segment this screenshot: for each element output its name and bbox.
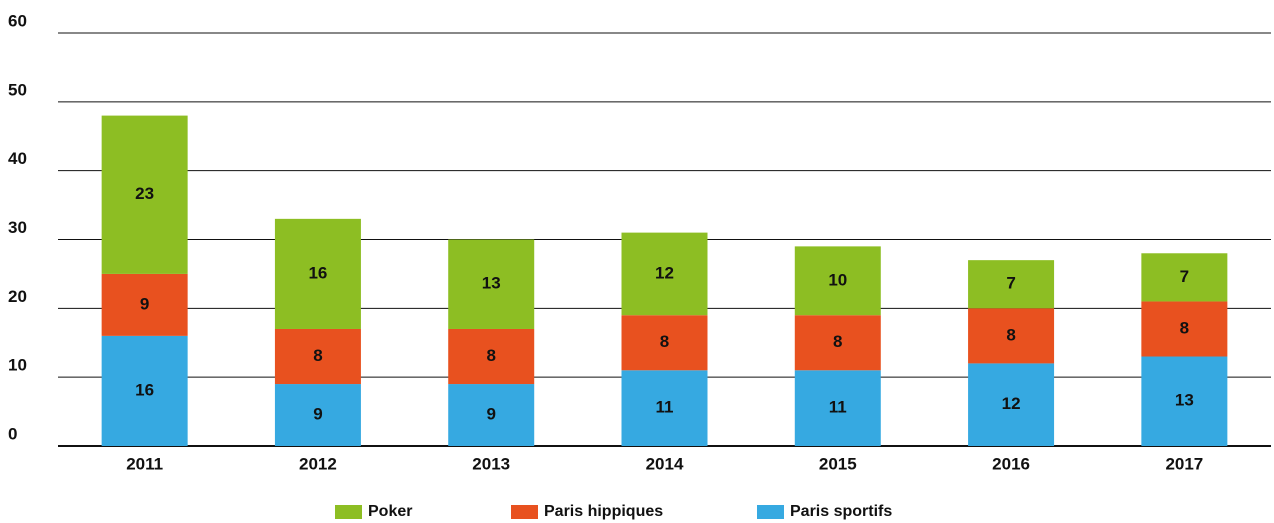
data-label: 12 <box>1002 394 1021 413</box>
data-label: 9 <box>313 405 322 424</box>
bar-segment <box>274 384 361 446</box>
y-tick-label: 0 <box>8 424 17 443</box>
data-label: 9 <box>486 405 495 424</box>
y-tick-label: 60 <box>8 11 27 30</box>
data-label: 8 <box>1180 318 1189 337</box>
bar-segment <box>274 328 361 385</box>
data-label: 7 <box>1180 267 1189 286</box>
x-tick-label: 2017 <box>1165 454 1203 473</box>
data-label: 8 <box>833 332 842 351</box>
bar-segment <box>968 308 1055 364</box>
data-label: 11 <box>829 398 847 417</box>
bar-segment <box>448 384 535 446</box>
y-tick-label: 10 <box>8 356 27 375</box>
bar-segment <box>621 315 708 371</box>
bar-segment <box>968 260 1055 309</box>
bar-segment <box>794 370 881 446</box>
legend-label: Paris sportifs <box>790 503 892 520</box>
bar-segment <box>794 246 881 316</box>
data-label: 16 <box>308 263 327 282</box>
bar-segment <box>794 315 881 371</box>
x-tick-label: 2011 <box>126 454 163 473</box>
bar-segment <box>101 335 188 446</box>
bar-segment <box>101 115 188 274</box>
bar-segment <box>1141 301 1228 357</box>
bar-segment <box>968 363 1055 446</box>
data-label: 16 <box>135 380 154 399</box>
legend-label: Paris hippiques <box>544 503 663 520</box>
data-label: 12 <box>655 263 674 282</box>
data-label: 8 <box>313 346 322 365</box>
legend-swatch <box>511 505 538 519</box>
y-tick-label: 30 <box>8 218 27 237</box>
legend-swatch <box>757 505 784 519</box>
bar-segment <box>621 370 708 446</box>
data-label: 8 <box>486 346 495 365</box>
data-label: 7 <box>1006 274 1015 293</box>
data-label: 8 <box>660 332 669 351</box>
legend-label: Poker <box>368 503 412 520</box>
legend-swatch <box>335 505 362 519</box>
y-tick-label: 50 <box>8 80 27 99</box>
y-tick-label: 20 <box>8 287 27 306</box>
x-tick-label: 2012 <box>299 454 337 473</box>
bar-segment <box>448 239 535 329</box>
bar-segment <box>1141 253 1228 302</box>
x-tick-label: 2013 <box>472 454 510 473</box>
bar-segment <box>1141 356 1228 446</box>
data-label: 9 <box>140 294 149 313</box>
y-tick-label: 40 <box>8 149 27 168</box>
data-label: 13 <box>482 274 501 293</box>
data-label: 10 <box>828 270 847 289</box>
bar-segment <box>274 218 361 329</box>
x-tick-label: 2014 <box>646 454 684 473</box>
bar-segment <box>101 273 188 336</box>
bar-segment <box>448 328 535 385</box>
data-label: 23 <box>135 184 154 203</box>
data-label: 11 <box>656 398 674 417</box>
data-label: 13 <box>1175 391 1194 410</box>
data-label: 8 <box>1006 325 1015 344</box>
x-tick-label: 2016 <box>992 454 1030 473</box>
x-tick-label: 2015 <box>819 454 857 473</box>
bar-segment <box>621 232 708 316</box>
